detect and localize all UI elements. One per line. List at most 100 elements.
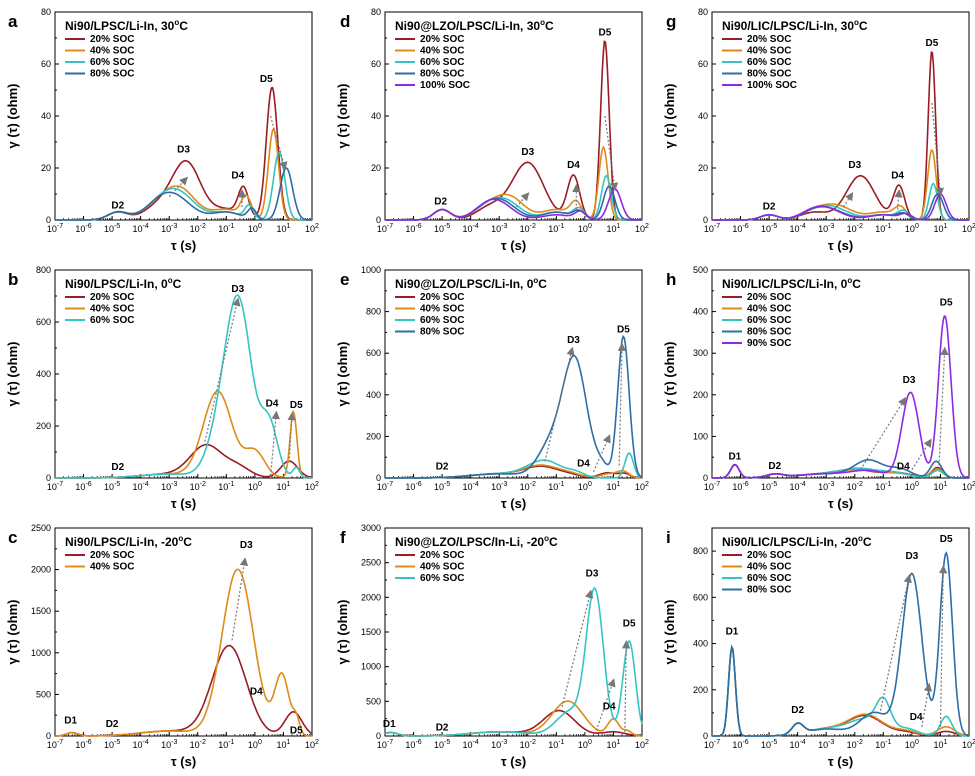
x-tick-label: 10-4 bbox=[790, 223, 806, 234]
peak-label: D5 bbox=[598, 27, 611, 38]
x-tick-label: 100 bbox=[905, 739, 919, 750]
y-tick-label: 2500 bbox=[31, 523, 51, 533]
x-tick-label: 10-5 bbox=[761, 481, 777, 492]
x-tick-label: 10-4 bbox=[463, 223, 479, 234]
x-tick-label: 10-7 bbox=[704, 481, 720, 492]
series-line-100soc bbox=[385, 188, 642, 221]
y-axis-label: γ (τ) (ohm) bbox=[662, 599, 677, 664]
legend-label: 20% SOC bbox=[90, 292, 134, 303]
series-line-40soc bbox=[54, 568, 312, 737]
y-tick-label: 0 bbox=[46, 473, 51, 483]
peak-label: D2 bbox=[791, 705, 804, 716]
x-tick-label: 10-6 bbox=[732, 739, 748, 750]
legend-label: 80% SOC bbox=[420, 69, 464, 80]
x-tick-label: 10-2 bbox=[520, 223, 536, 234]
x-tick-label: 10-4 bbox=[790, 739, 806, 750]
panel-title-main: Ni90/LIC/LPSC/Li-In, 0 bbox=[722, 277, 848, 291]
series-line-90soc bbox=[712, 315, 970, 479]
panel-i: i Ni90/LIC/LPSC/Li-In, -20oC 0 200 400 600 800… bbox=[662, 527, 975, 769]
x-tick-label: 10-4 bbox=[790, 481, 806, 492]
x-tick-label: 10-1 bbox=[548, 481, 564, 492]
x-tick-label: 101 bbox=[606, 223, 620, 234]
y-tick-label: 600 bbox=[693, 592, 708, 602]
panel-title: Ni90/LIC/LPSC/Li-In, 30oC bbox=[722, 18, 868, 33]
x-tick-label: 100 bbox=[578, 223, 592, 234]
x-tick-label: 10-3 bbox=[818, 481, 834, 492]
panel-title: Ni90@LZO/LPSC/Li-In, 30oC bbox=[395, 18, 554, 33]
peak-label: D3 bbox=[521, 147, 534, 158]
x-tick-label: 10-7 bbox=[47, 481, 63, 492]
x-tick-label: 10-6 bbox=[75, 223, 91, 234]
panel-letter: d bbox=[340, 12, 350, 31]
legend-label: 100% SOC bbox=[420, 80, 470, 91]
x-tick-label: 10-6 bbox=[75, 739, 91, 750]
panel-title-degree: o bbox=[854, 18, 859, 27]
x-tick-label: 10-3 bbox=[161, 739, 177, 750]
legend-label: 20% SOC bbox=[90, 34, 134, 45]
x-tick-label: 10-1 bbox=[875, 739, 891, 750]
x-tick-label: 10-1 bbox=[875, 223, 891, 234]
legend-label: 60% SOC bbox=[90, 315, 134, 326]
x-tick-label: 10-5 bbox=[434, 739, 450, 750]
panel-title-main: Ni90/LPSC/Li-In, 0 bbox=[65, 277, 168, 291]
legend-label: 80% SOC bbox=[747, 327, 791, 338]
x-axis-label: τ (s) bbox=[171, 496, 196, 511]
x-tick-label: 10-6 bbox=[405, 223, 421, 234]
x-tick-label: 10-5 bbox=[104, 739, 120, 750]
x-axis-label: τ (s) bbox=[501, 754, 526, 769]
x-tick-label: 10-7 bbox=[377, 223, 393, 234]
x-tick-label: 10-6 bbox=[732, 481, 748, 492]
y-tick-label: 400 bbox=[693, 639, 708, 649]
peak-label: D2 bbox=[768, 461, 781, 472]
y-tick-label: 3000 bbox=[361, 523, 381, 533]
series-line-40soc bbox=[712, 644, 970, 737]
y-tick-label: 1500 bbox=[361, 627, 381, 637]
legend-label: 40% SOC bbox=[747, 46, 791, 57]
y-tick-label: 20 bbox=[371, 163, 381, 173]
x-tick-label: 101 bbox=[933, 223, 947, 234]
peak-label: D4 bbox=[891, 170, 904, 181]
x-tick-label: 100 bbox=[905, 481, 919, 492]
peak-label: D4 bbox=[577, 459, 590, 470]
y-tick-label: 2500 bbox=[361, 558, 381, 568]
y-tick-label: 0 bbox=[46, 215, 51, 225]
y-tick-label: 60 bbox=[41, 59, 51, 69]
panel-letter: e bbox=[340, 270, 349, 289]
panel-g: g Ni90/LIC/LPSC/Li-In, 30oC 0 20 40 60 80 10-7 1… bbox=[662, 7, 975, 253]
panel-title: Ni90/LIC/LPSC/Li-In, -20oC bbox=[722, 534, 872, 549]
y-tick-label: 40 bbox=[371, 111, 381, 121]
panel-title: Ni90@LZO/LPSC/Li-In, 0oC bbox=[395, 276, 547, 291]
legend-label: 20% SOC bbox=[747, 550, 791, 561]
peak-label: D3 bbox=[905, 551, 918, 562]
x-tick-label: 10-5 bbox=[761, 223, 777, 234]
x-tick-label: 10-2 bbox=[190, 481, 206, 492]
x-axis-label: τ (s) bbox=[501, 238, 526, 253]
x-tick-label: 10-7 bbox=[377, 481, 393, 492]
x-tick-label: 10-5 bbox=[434, 481, 450, 492]
panel-letter: i bbox=[666, 528, 671, 547]
peak-label: D3 bbox=[567, 335, 580, 346]
x-tick-label: 100 bbox=[905, 223, 919, 234]
trend-arrow bbox=[938, 346, 949, 466]
y-tick-label: 0 bbox=[703, 731, 708, 741]
panel-title-degree: o bbox=[847, 276, 852, 285]
trend-arrow bbox=[931, 102, 945, 197]
peak-label: D2 bbox=[763, 202, 776, 213]
peak-label: D4 bbox=[250, 686, 263, 697]
x-tick-label: 10-3 bbox=[491, 223, 507, 234]
x-tick-label: 10-6 bbox=[75, 481, 91, 492]
y-tick-label: 800 bbox=[36, 265, 51, 275]
series-line-60soc bbox=[55, 294, 312, 479]
panel-title-degree: o bbox=[174, 18, 179, 27]
panel-title-unit: C bbox=[179, 19, 188, 33]
panel-title: Ni90/LPSC/Li-In, 30oC bbox=[65, 18, 188, 33]
y-tick-label: 200 bbox=[693, 390, 708, 400]
x-axis-label: τ (s) bbox=[501, 496, 526, 511]
x-tick-label: 10-7 bbox=[377, 739, 393, 750]
y-tick-label: 60 bbox=[371, 59, 381, 69]
x-tick-label: 100 bbox=[248, 739, 262, 750]
x-tick-label: 102 bbox=[962, 481, 975, 492]
trend-arrow bbox=[879, 574, 912, 711]
y-tick-label: 40 bbox=[698, 111, 708, 121]
